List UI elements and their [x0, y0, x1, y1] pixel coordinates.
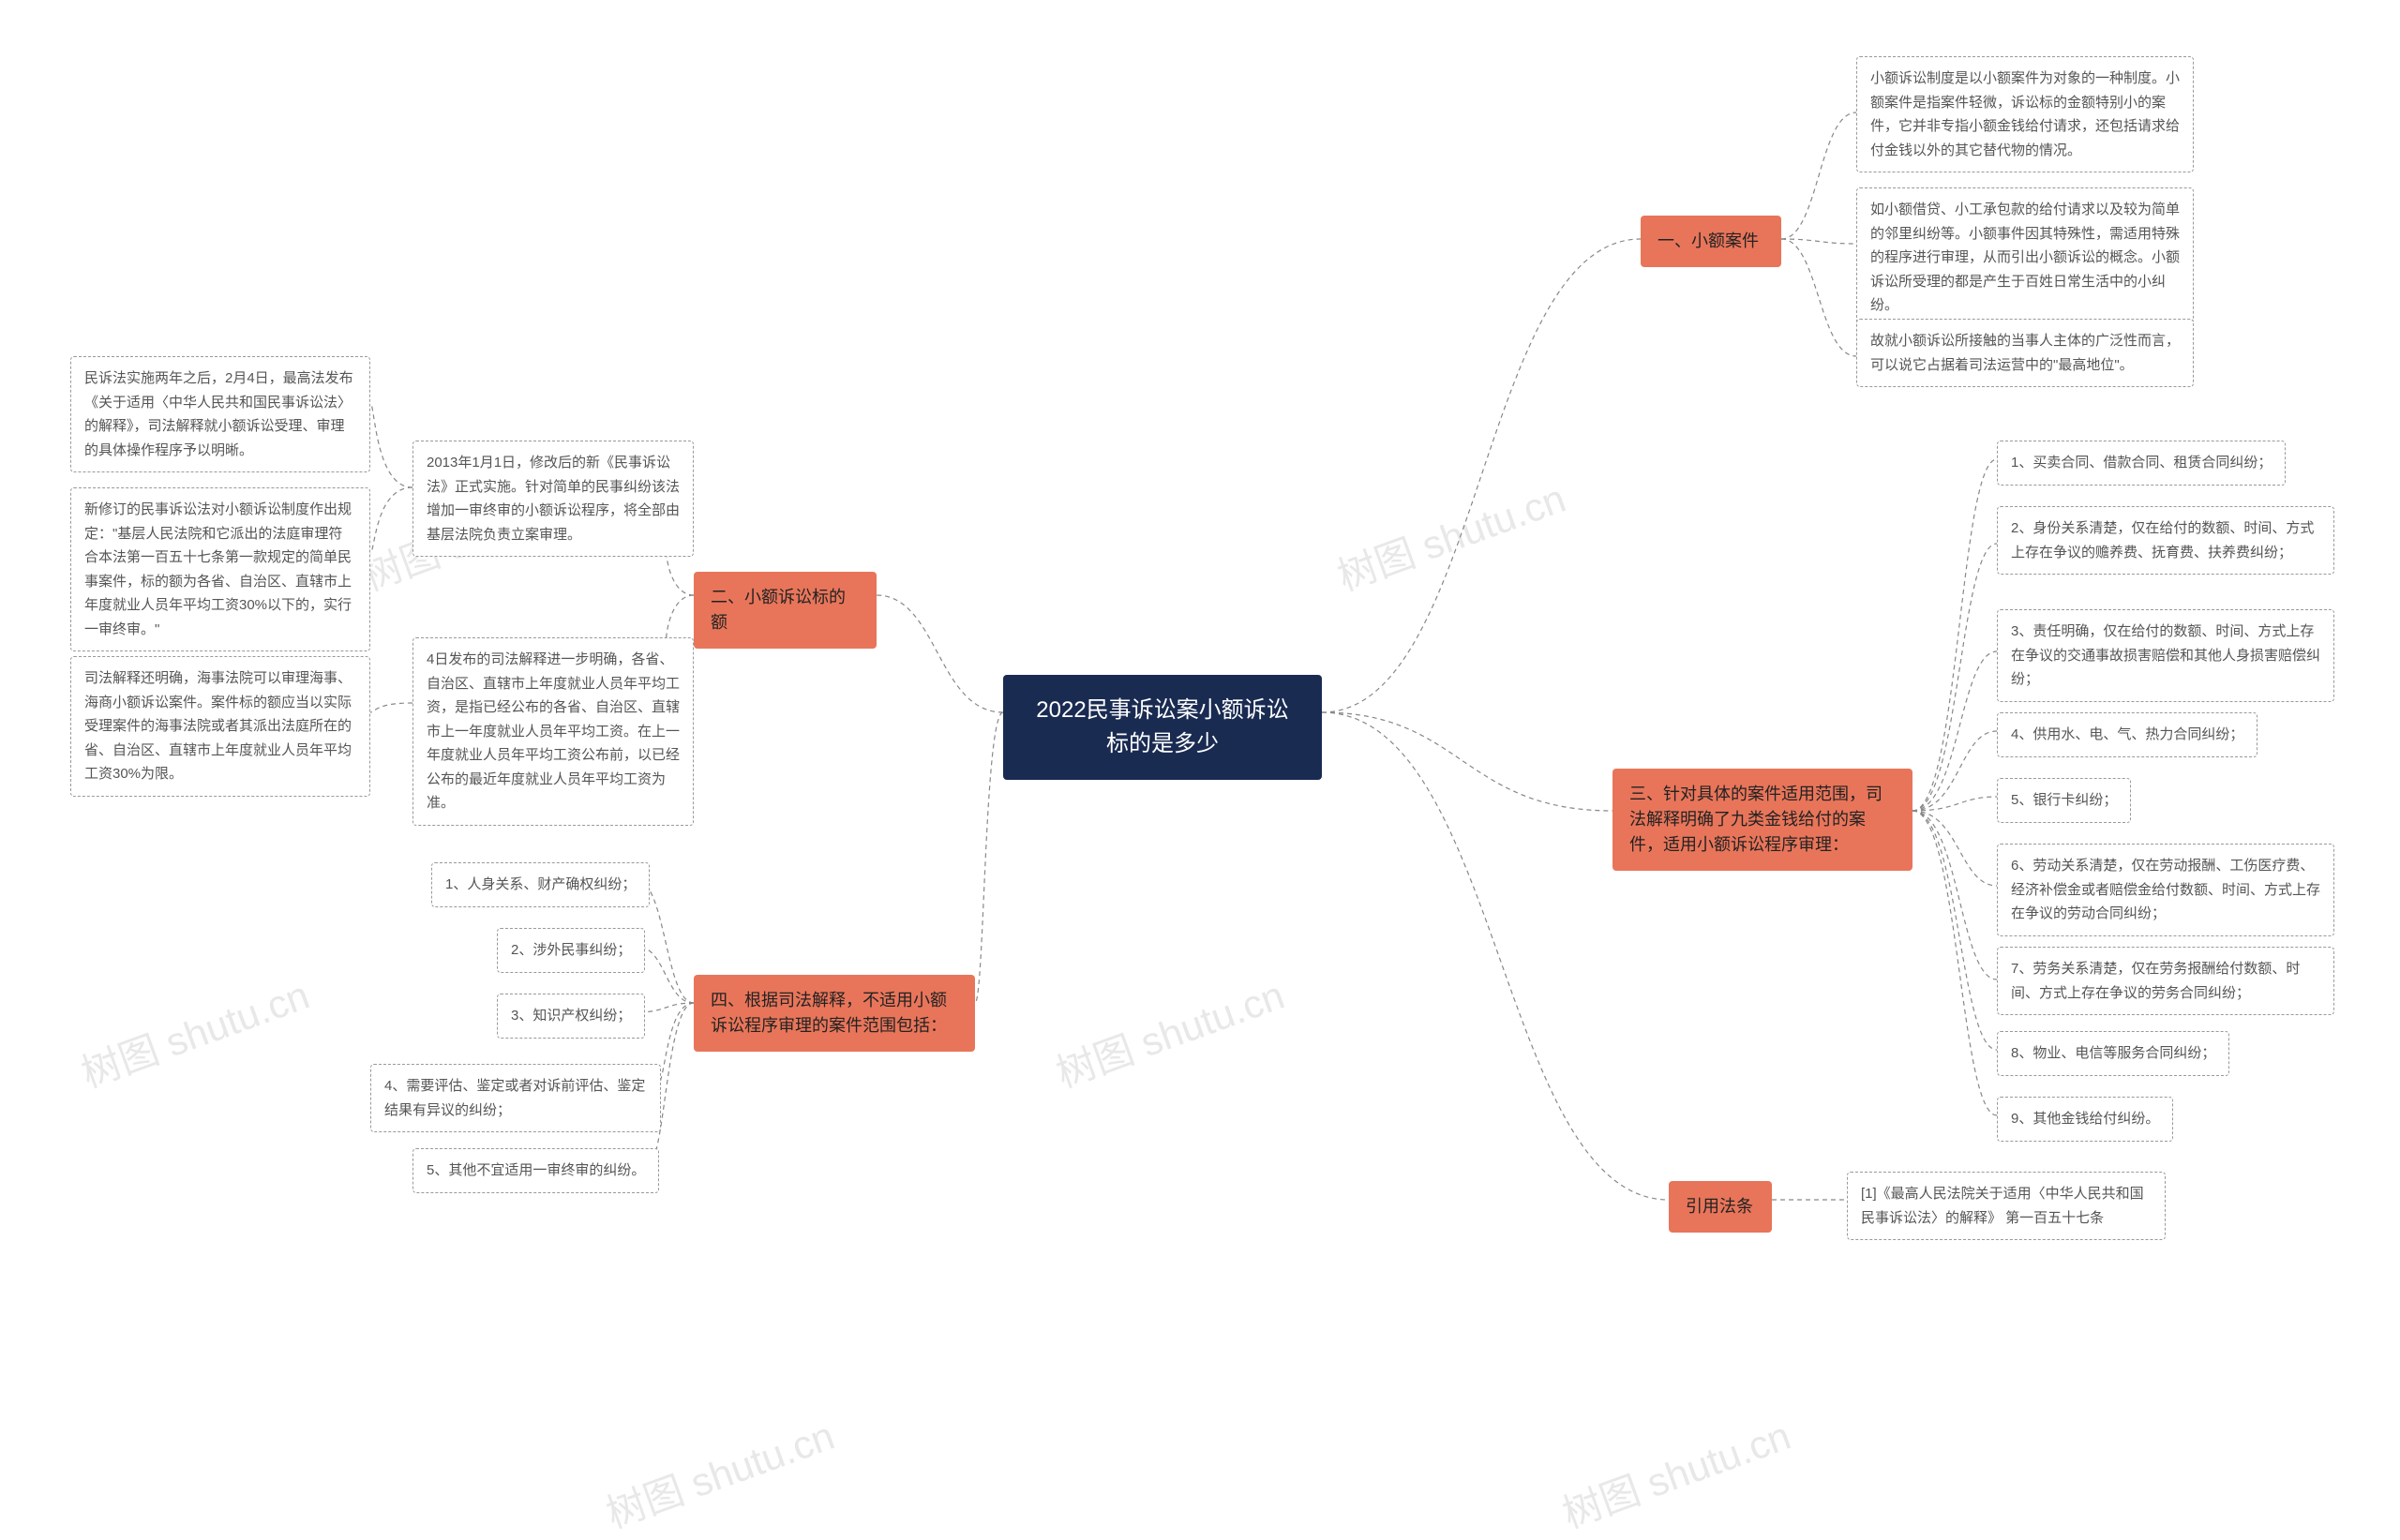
leaf-node: 新修订的民事诉讼法对小额诉讼制度作出规定："基层人民法院和它派出的法庭审理符合本…	[70, 487, 370, 651]
leaf-node: 5、银行卡纠纷；	[1997, 778, 2131, 823]
watermark: 树图 shutu.cn	[597, 1404, 841, 1539]
watermark: 树图 shutu.cn	[1047, 964, 1291, 1099]
leaf-node: 2013年1月1日，修改后的新《民事诉讼法》正式实施。针对简单的民事纠纷该法增加…	[412, 441, 694, 557]
leaf-node: 1、买卖合同、借款合同、租赁合同纠纷；	[1997, 441, 2286, 486]
watermark: 树图 shutu.cn	[72, 964, 316, 1099]
leaf-node: 3、责任明确，仅在给付的数额、时间、方式上存在争议的交通事故损害赔偿和其他人身损…	[1997, 609, 2334, 702]
watermark: 树图 shutu.cn	[1328, 467, 1572, 602]
leaf-node: 4、需要评估、鉴定或者对诉前评估、鉴定结果有异议的纠纷；	[370, 1064, 661, 1132]
leaf-node: 3、知识产权纠纷；	[497, 994, 645, 1039]
leaf-node: 6、劳动关系清楚，仅在劳动报酬、工伤医疗费、经济补偿金或者赔偿金给付数额、时间、…	[1997, 844, 2334, 936]
leaf-node: 如小额借贷、小工承包款的给付请求以及较为简单的邻里纠纷等。小额事件因其特殊性，需…	[1856, 187, 2194, 328]
leaf-node: 4、供用水、电、气、热力合同纠纷；	[1997, 712, 2258, 757]
leaf-node: 4日发布的司法解释进一步明确，各省、自治区、直辖市上年度就业人员年平均工资，是指…	[412, 637, 694, 826]
center-node: 2022民事诉讼案小额诉讼标的是多少	[1003, 675, 1322, 780]
leaf-node: 8、物业、电信等服务合同纠纷；	[1997, 1031, 2229, 1076]
leaf-node: 司法解释还明确，海事法院可以审理海事、海商小额诉讼案件。案件标的额应当以实际受理…	[70, 656, 370, 797]
branch-citation: 引用法条	[1669, 1181, 1772, 1233]
branch-small-cases: 一、小额案件	[1641, 216, 1781, 267]
leaf-node: 小额诉讼制度是以小额案件为对象的一种制度。小额案件是指案件轻微，诉讼标的金额特别…	[1856, 56, 2194, 172]
leaf-node: [1]《最高人民法院关于适用〈中华人民共和国民事诉讼法〉的解释》 第一百五十七条	[1847, 1172, 2166, 1240]
leaf-node: 民诉法实施两年之后，2月4日，最高法发布《关于适用〈中华人民共和国民事诉讼法〉的…	[70, 356, 370, 472]
leaf-node: 5、其他不宜适用一审终审的纠纷。	[412, 1148, 659, 1193]
leaf-node: 9、其他金钱给付纠纷。	[1997, 1097, 2173, 1142]
leaf-node: 7、劳务关系清楚，仅在劳务报酬给付数额、时间、方式上存在争议的劳务合同纠纷；	[1997, 947, 2334, 1015]
leaf-node: 2、身份关系清楚，仅在给付的数额、时间、方式上存在争议的赡养费、抚育费、扶养费纠…	[1997, 506, 2334, 575]
branch-exclusions: 四、根据司法解释，不适用小额诉讼程序审理的案件范围包括：	[694, 975, 975, 1052]
leaf-node: 故就小额诉讼所接触的当事人主体的广泛性而言，可以说它占据着司法运营中的"最高地位…	[1856, 319, 2194, 387]
branch-nine-categories: 三、针对具体的案件适用范围，司法解释明确了九类金钱给付的案件，适用小额诉讼程序审…	[1612, 769, 1912, 871]
branch-amount: 二、小额诉讼标的额	[694, 572, 877, 649]
watermark: 树图 shutu.cn	[1553, 1404, 1797, 1539]
leaf-node: 1、人身关系、财产确权纠纷；	[431, 862, 650, 907]
leaf-node: 2、涉外民事纠纷；	[497, 928, 645, 973]
